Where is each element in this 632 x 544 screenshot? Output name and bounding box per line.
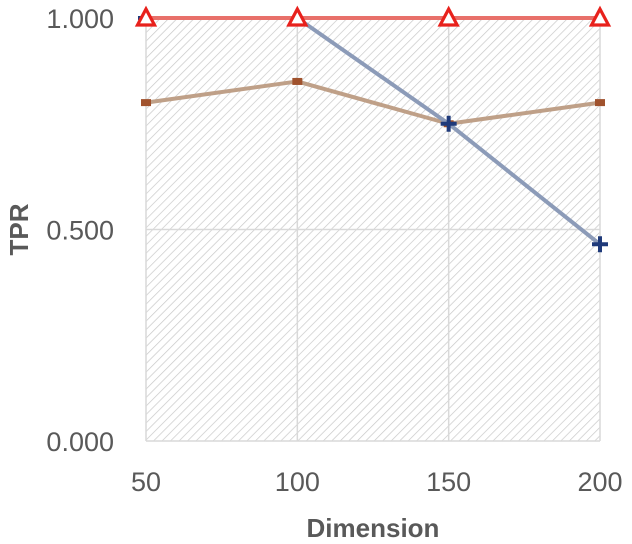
data-point xyxy=(440,115,457,132)
data-point xyxy=(595,99,605,107)
series-lines xyxy=(134,5,612,253)
data-point xyxy=(592,236,608,253)
series-line xyxy=(145,79,601,126)
y-tick-label: 0.500 xyxy=(46,216,114,246)
data-point xyxy=(134,5,158,27)
data-point xyxy=(292,77,303,85)
x-tick-label: 50 xyxy=(131,467,161,497)
data-point xyxy=(437,5,460,27)
y-tick-label: 1.000 xyxy=(46,4,114,34)
series-3 xyxy=(134,5,612,27)
y-axis-title: TPR xyxy=(4,203,34,255)
x-tick-label: 100 xyxy=(275,467,320,497)
x-axis-title: Dimension xyxy=(307,513,440,543)
x-axis-ticks: 50 100 150 200 xyxy=(131,467,623,497)
y-tick-label: 0.000 xyxy=(46,427,114,457)
data-point xyxy=(588,5,612,27)
data-point xyxy=(286,5,309,27)
x-tick-label: 200 xyxy=(577,467,622,497)
data-point xyxy=(141,99,151,107)
y-axis-ticks: 0.000 0.500 1.000 xyxy=(46,4,114,457)
x-tick-label: 150 xyxy=(426,467,471,497)
